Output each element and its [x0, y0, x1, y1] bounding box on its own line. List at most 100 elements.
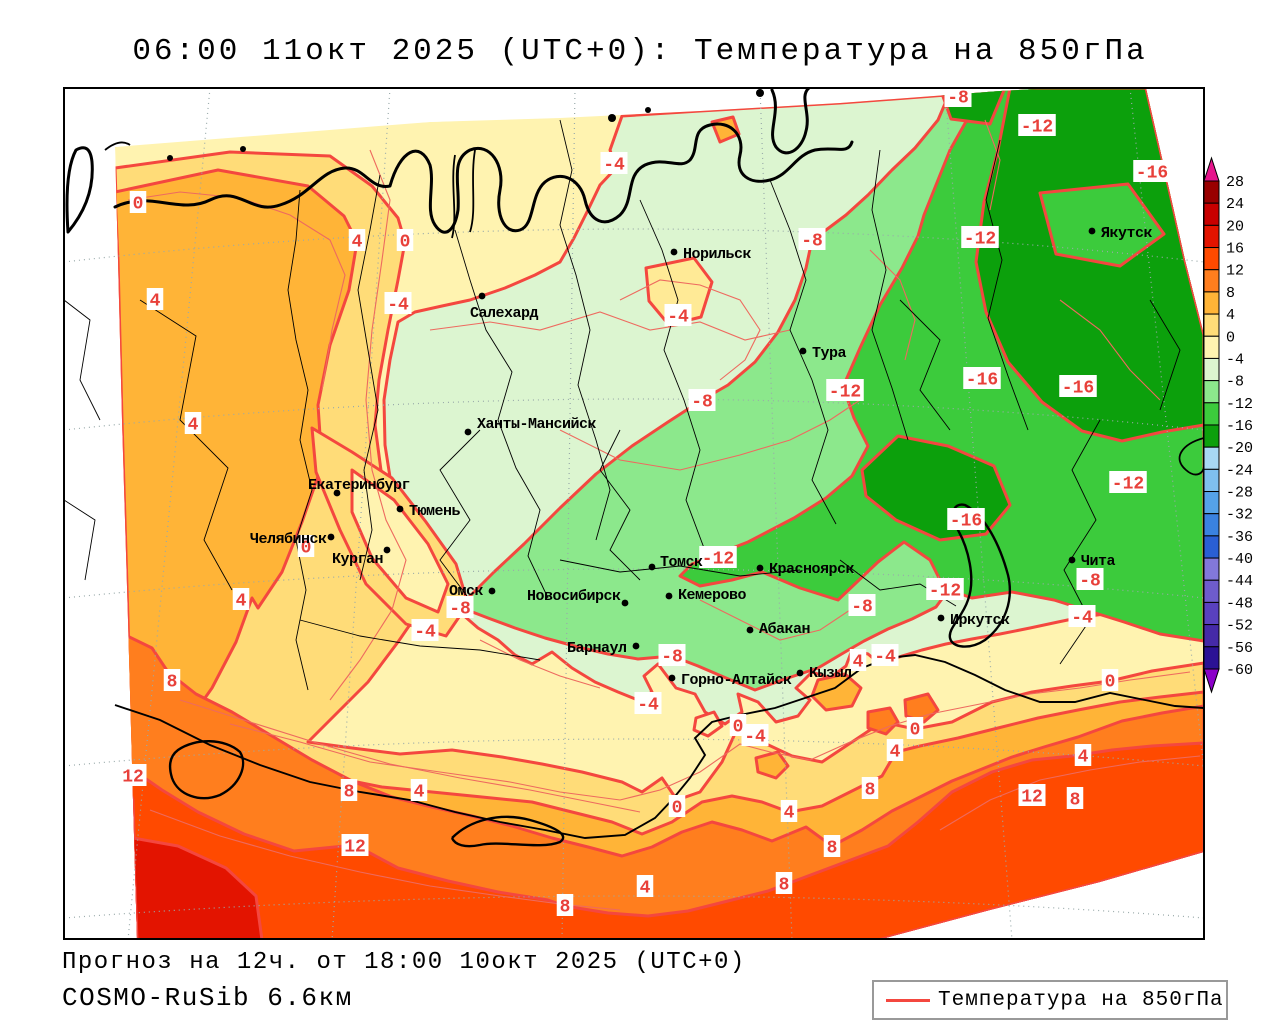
- contour-label-box: [1074, 744, 1092, 766]
- city-label: Чита: [1081, 553, 1116, 570]
- contour-label: 8: [1070, 791, 1081, 811]
- graticule: [64, 88, 1204, 939]
- band-16: [131, 836, 264, 940]
- city-label: Курган: [332, 551, 383, 568]
- colorbar-over-triangle: [1203, 156, 1220, 182]
- contour-label-box: [775, 872, 793, 894]
- contour-label: -12: [1112, 475, 1144, 495]
- contour-label: -4: [874, 648, 896, 668]
- forecast-info: Прогноз на 12ч. от 18:00 10окт 2025 (UTC…: [62, 949, 746, 976]
- contour-label-box: [849, 649, 867, 671]
- contour-label: 8: [167, 673, 178, 693]
- colorbar-tick: 12: [1226, 263, 1244, 280]
- city-label: Салехард: [470, 305, 539, 322]
- colorbar-tick: 0: [1226, 329, 1235, 346]
- city-label: Тюмень: [409, 503, 461, 520]
- colorbar-tick: -60: [1226, 662, 1253, 679]
- contour-label-box: [184, 412, 202, 434]
- contour-label: 4: [784, 804, 795, 824]
- contour-label-box: [871, 644, 899, 666]
- city-label: Иркутск: [950, 612, 1010, 629]
- contour-label-box: [232, 588, 250, 610]
- city-dot: [383, 546, 391, 554]
- city-dot: [799, 347, 807, 355]
- contour-label-box: [823, 835, 841, 857]
- contour-label-box: [556, 894, 574, 916]
- contour-label: 4: [640, 879, 651, 899]
- city-label: Красноярск: [769, 561, 855, 578]
- contour-label-box: [1109, 471, 1147, 493]
- contour-labels: 044 0-4-4-444-8-8-12-12-16-12-16 -16-8-12-…: [119, 85, 1171, 918]
- contour-label-box: [1101, 669, 1119, 691]
- contour-label: -4: [667, 308, 689, 328]
- contour-label: 8: [344, 783, 355, 803]
- contour-label-box: [848, 594, 876, 616]
- city-dot: [488, 587, 496, 595]
- colorbar-tick: -36: [1226, 529, 1253, 546]
- contour-label: 8: [865, 781, 876, 801]
- city-label: Тура: [812, 345, 847, 362]
- colorbar-box: [1203, 601, 1220, 626]
- city-label: Горно-Алтайск: [681, 672, 792, 689]
- contour-label: 0: [1105, 673, 1116, 693]
- admin-boundaries: [64, 119, 1181, 691]
- contour-label: -12: [964, 230, 996, 250]
- contour-label-box: [411, 619, 439, 641]
- city-dot: [396, 505, 404, 513]
- city-dot: [1068, 556, 1076, 564]
- contour-label-box: [1068, 605, 1096, 627]
- contour-label: -8: [947, 89, 969, 109]
- colorbar-box: [1203, 424, 1220, 448]
- contour-label: 4: [150, 292, 161, 312]
- city-dot: [1088, 227, 1096, 235]
- colorbar-tick: -16: [1226, 418, 1253, 435]
- lake-baikal: [948, 503, 1012, 648]
- city-dot: [937, 614, 945, 622]
- contour-label-box: [1018, 114, 1056, 136]
- contour-label-box: [699, 546, 737, 568]
- colorbar-box: [1203, 646, 1220, 670]
- contour-label: -8: [661, 648, 683, 668]
- contour-label: 4: [414, 783, 425, 803]
- colorbar-box: [1203, 313, 1220, 337]
- contour-label: 8: [779, 876, 790, 896]
- city-dot: [333, 489, 341, 497]
- contour-label: -4: [744, 728, 766, 748]
- contour-label-box: [926, 578, 964, 600]
- colorbar-box: [1203, 269, 1220, 293]
- city-dot: [756, 564, 764, 572]
- model-info: COSMO-RuSib 6.6км: [62, 983, 353, 1013]
- colorbar-tick: 20: [1226, 218, 1244, 235]
- city-dot: [670, 248, 678, 256]
- city-dot: [327, 533, 335, 541]
- contour-label-box: [446, 596, 474, 618]
- contour-label-box: [129, 191, 147, 213]
- contour-label-box: [163, 669, 181, 691]
- contour-label-box: [664, 304, 692, 326]
- contour-label: 0: [133, 195, 144, 215]
- colorbar-box: [1203, 557, 1220, 581]
- colorbar-box: [1203, 468, 1220, 493]
- contour-label-box: [1059, 375, 1097, 397]
- colorbar-box: [1203, 180, 1220, 204]
- legend-box: Температура на 850гПа: [872, 980, 1228, 1020]
- page-title: 06:00 11окт 2025 (UTC+0): Температура на…: [132, 34, 1148, 69]
- colorbar-box: [1203, 624, 1220, 648]
- contour-label-box: [1066, 787, 1084, 809]
- contour-label: -12: [1021, 118, 1053, 138]
- contour-label: 12: [122, 768, 144, 788]
- colorbar-tick: -44: [1226, 573, 1253, 590]
- contour-label: -12: [702, 550, 734, 570]
- national-border: [114, 654, 1204, 839]
- colorbar-tick: 16: [1226, 241, 1244, 258]
- colorbar-box: [1203, 491, 1220, 515]
- contour-label-box: [600, 152, 628, 174]
- contour-label-box: [634, 692, 662, 714]
- contour-label: -8: [691, 393, 713, 413]
- contour-label: 4: [352, 233, 363, 253]
- contour-label: -4: [1071, 609, 1093, 629]
- yakutsk-island: [1038, 182, 1166, 268]
- contour-label-box: [688, 389, 716, 411]
- contour-label: -16: [966, 371, 998, 391]
- coastlines: [65, 88, 1204, 848]
